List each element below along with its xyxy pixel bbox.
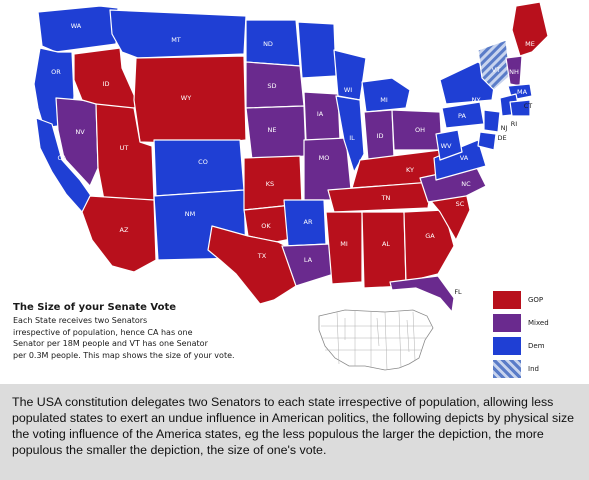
- state-tn: [327, 181, 433, 213]
- legend-swatch-gop: [493, 291, 521, 309]
- label-oh: OH: [415, 126, 425, 134]
- label-az: AZ: [120, 226, 129, 234]
- label-id: ID: [103, 80, 110, 88]
- state-fl: [389, 275, 455, 313]
- label-mi: MI: [380, 96, 388, 104]
- senate-vote-info: The Size of your Senate Vote Each State …: [13, 302, 283, 361]
- info-line: Each State receives two Senators: [13, 316, 148, 325]
- label-mn: MN: [313, 76, 324, 84]
- state-mn: [297, 21, 337, 79]
- state-vt: [477, 39, 511, 91]
- label-nv: NV: [75, 128, 85, 136]
- label-fl: FL: [454, 288, 462, 296]
- info-line: per 0.3M people. This map shows the size…: [13, 350, 235, 360]
- legend-label-gop: GOP: [528, 296, 544, 304]
- label-mt: MT: [171, 36, 181, 44]
- state-nj: [483, 109, 501, 133]
- legend-label-ind: Ind: [528, 365, 539, 373]
- label-il: IL: [349, 134, 355, 142]
- inset-us-outline-map: [318, 309, 434, 371]
- label-nh: NH: [509, 68, 519, 76]
- legend-item-gop: GOP: [493, 291, 583, 309]
- label-ca: CA: [58, 154, 68, 162]
- label-ct: CT: [524, 102, 533, 110]
- label-co: CO: [198, 158, 208, 166]
- info-line: Senator per 18M people and VT has one Se…: [13, 339, 208, 348]
- state-ct: [509, 99, 531, 117]
- label-me: ME: [525, 40, 535, 48]
- label-wa: WA: [71, 22, 82, 30]
- label-ut: UT: [120, 144, 129, 152]
- state-wa: [37, 5, 119, 53]
- us-senate-cartogram-map: WA OR CA NV ID MT WY UT AZ CO NM ND SD N…: [33, 1, 549, 371]
- legend-item-dem: Dem: [493, 337, 583, 355]
- state-az: [81, 195, 157, 273]
- legend-swatch-mixed: [493, 314, 521, 332]
- label-in: ID: [377, 132, 384, 140]
- label-wi: WI: [344, 86, 352, 94]
- label-va: VA: [460, 154, 469, 162]
- state-tx: [207, 225, 299, 305]
- state-va: [433, 139, 487, 181]
- legend-swatch-ind: [493, 360, 521, 378]
- label-de: DE: [497, 134, 506, 142]
- label-ks: KS: [266, 180, 274, 188]
- state-mt: [109, 9, 247, 59]
- state-nd: [245, 19, 301, 67]
- label-ga: GA: [425, 232, 435, 240]
- party-legend: GOP Mixed Dem Ind: [493, 291, 583, 383]
- label-ms: MI: [340, 240, 348, 248]
- info-title: The Size of your Senate Vote: [13, 302, 177, 313]
- label-la: LA: [304, 256, 313, 264]
- label-ia: IA: [317, 110, 324, 118]
- label-sc: SC: [456, 200, 465, 208]
- state-ms: [325, 211, 363, 285]
- label-ny: NY: [472, 96, 481, 104]
- label-al: AL: [382, 240, 390, 248]
- legend-item-ind: Ind: [493, 360, 583, 378]
- label-tn: TN: [381, 194, 391, 202]
- state-de: [477, 131, 497, 151]
- label-vt: VT: [492, 66, 500, 74]
- label-nd: ND: [263, 40, 273, 48]
- state-ut: [95, 103, 155, 201]
- label-nm: NM: [185, 210, 195, 218]
- legend-label-dem: Dem: [528, 342, 545, 350]
- state-mi: [361, 77, 411, 113]
- info-line: irrespective of population, hence CA has…: [13, 327, 193, 337]
- label-ri: RI: [511, 120, 518, 128]
- label-nj: NJ: [501, 124, 508, 132]
- info-body: Each State receives two Senators irrespe…: [13, 315, 283, 361]
- legend-item-mixed: Mixed: [493, 314, 583, 332]
- label-or: OR: [51, 68, 61, 76]
- state-me: [511, 1, 549, 57]
- label-ok: OK: [261, 222, 271, 230]
- legend-label-mixed: Mixed: [528, 319, 549, 327]
- label-wy: WY: [181, 94, 191, 102]
- label-pa: PA: [458, 112, 467, 120]
- label-mo: MO: [319, 154, 330, 162]
- caption-text: The USA constitution delegates two Senat…: [12, 395, 575, 457]
- label-ar: AR: [304, 218, 313, 226]
- label-ne: NE: [268, 126, 277, 134]
- state-co: [153, 139, 245, 197]
- label-wv: WV: [441, 142, 452, 150]
- state-ga: [403, 209, 455, 283]
- state-wv: [435, 129, 463, 161]
- label-ky: KY: [406, 166, 414, 174]
- label-nc: NC: [461, 180, 471, 188]
- legend-swatch-dem: [493, 337, 521, 355]
- label-sd: SD: [267, 82, 276, 90]
- state-al: [361, 211, 407, 289]
- label-tx: TX: [257, 252, 267, 260]
- caption-box: The USA constitution delegates two Senat…: [0, 384, 589, 480]
- label-ma: MA: [517, 88, 528, 96]
